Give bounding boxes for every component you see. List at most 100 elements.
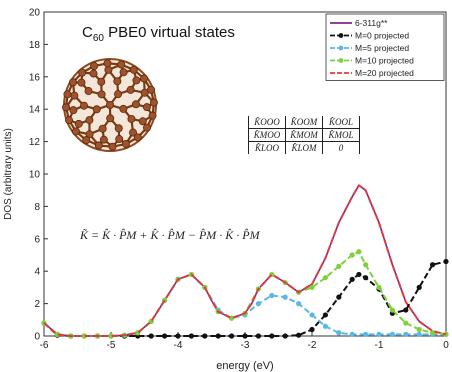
- series-point-2: [363, 331, 369, 337]
- y-tick-label: 6: [34, 234, 40, 245]
- series-point-1: [363, 275, 369, 281]
- series-point-1: [202, 333, 208, 339]
- series-point-2: [282, 294, 288, 300]
- matrix-cell: K̂LOM: [285, 141, 323, 154]
- matrix-cell: K̂MOO: [248, 128, 286, 142]
- molecule-atom: [103, 59, 112, 68]
- series-point-1: [349, 276, 355, 282]
- legend-marker: [338, 33, 344, 38]
- molecule-atom: [126, 85, 135, 94]
- series-point-2: [322, 323, 328, 329]
- series-point-1: [148, 333, 154, 339]
- y-tick-label: 16: [29, 72, 41, 83]
- series-point-2: [296, 301, 302, 307]
- molecule-atom: [142, 103, 151, 112]
- series-point-3: [309, 284, 315, 290]
- title-suffix: PBE0 virtual states: [103, 24, 235, 41]
- molecule-atom: [77, 78, 86, 87]
- x-tick-label: -4: [174, 340, 183, 351]
- molecule-atom: [117, 60, 126, 69]
- y-tick-label: 12: [29, 137, 41, 148]
- molecule-atom: [62, 103, 71, 112]
- series-point-3: [363, 262, 369, 268]
- molecule-atom: [74, 119, 83, 128]
- molecule-atom: [143, 123, 152, 132]
- title-subscript: 60: [92, 33, 104, 44]
- molecule-atom: [78, 68, 87, 77]
- molecule-atom: [104, 65, 113, 74]
- series-point-1: [242, 333, 248, 339]
- title-prefix: C: [82, 24, 93, 41]
- legend-marker: [338, 45, 344, 51]
- molecule-atom: [133, 133, 142, 142]
- molecule-atom: [98, 124, 107, 133]
- series-point-2: [336, 330, 342, 336]
- molecule-atom: [114, 90, 123, 99]
- series-point-3: [81, 333, 87, 339]
- molecule-atom: [114, 124, 123, 133]
- y-tick-label: 2: [34, 299, 40, 310]
- series-point-3: [54, 331, 61, 337]
- y-tick-label: 10: [29, 170, 41, 181]
- molecule-atom: [97, 77, 106, 86]
- molecule-atom: [68, 78, 77, 87]
- molecule-atom: [63, 90, 72, 99]
- series-point-3: [376, 284, 382, 290]
- molecule-atom: [121, 139, 130, 148]
- molecule-atom: [140, 74, 149, 83]
- matrix-cell: K̂MOM: [285, 128, 323, 142]
- molecule-atom: [129, 65, 138, 74]
- series-point-1: [255, 333, 261, 339]
- y-tick-label: 4: [34, 267, 40, 278]
- series-point-1: [322, 312, 328, 318]
- projection-formula: K̃ = K̂ · P̂M + K̂ · P̂M − P̂M · K̂ · P̂…: [80, 228, 260, 242]
- series-point-2: [376, 331, 382, 337]
- legend-label: M=0 projected: [355, 31, 409, 41]
- chart-annotation-title: C60 PBE0 virtual states: [82, 24, 235, 44]
- series-point-1: [215, 333, 221, 339]
- series-point-3: [349, 252, 355, 258]
- series-point-2: [416, 331, 422, 337]
- series-point-2: [309, 312, 315, 318]
- molecule-atom: [85, 116, 94, 125]
- molecule-atom: [89, 69, 98, 78]
- molecule-atom: [106, 101, 115, 110]
- series-point-3: [416, 326, 422, 333]
- legend-label: M=5 projected: [355, 43, 409, 53]
- molecule-atom: [119, 68, 128, 77]
- molecule-atom: [148, 111, 157, 120]
- x-tick-label: -6: [40, 340, 49, 351]
- molecule-atom: [138, 117, 147, 126]
- matrix-cell: K̂OOM: [285, 116, 323, 129]
- matrix-cell: K̂LOO: [248, 141, 286, 154]
- molecule-atom: [128, 128, 137, 137]
- molecule-atom: [99, 135, 108, 144]
- y-tick-label: 8: [34, 202, 40, 213]
- y-tick-label: 18: [29, 40, 41, 51]
- y-tick-label: 20: [29, 8, 41, 19]
- series-line-4: [43, 184, 447, 337]
- series-point-3: [336, 263, 342, 269]
- matrix-cell: K̂MOL: [322, 128, 360, 142]
- molecule-atom: [113, 77, 122, 86]
- molecule-atom: [149, 98, 158, 107]
- series-point-3: [356, 249, 362, 255]
- molecule-atom: [115, 135, 124, 144]
- series-layer: [41, 184, 449, 339]
- axes: -6 -5 -4 -3 -2 -1 0 0 2 4 6 8 10 12 14 16 18 20: [29, 8, 449, 352]
- series-point-1: [188, 333, 194, 339]
- molecule-atom: [92, 105, 101, 114]
- series-point-1: [269, 333, 275, 339]
- series-point-2: [255, 301, 261, 307]
- molecule-atom: [85, 130, 94, 139]
- molecule-atom: [94, 141, 103, 150]
- series-point-1: [309, 326, 315, 333]
- y-tick-label: 14: [29, 105, 41, 116]
- series-point-3: [322, 275, 328, 281]
- y-tick-label: 0: [34, 332, 40, 343]
- matrix-cell: 0: [322, 141, 360, 154]
- molecule-atom: [147, 85, 156, 94]
- legend-label: M=20 projected: [355, 68, 414, 78]
- series-point-1: [403, 307, 409, 313]
